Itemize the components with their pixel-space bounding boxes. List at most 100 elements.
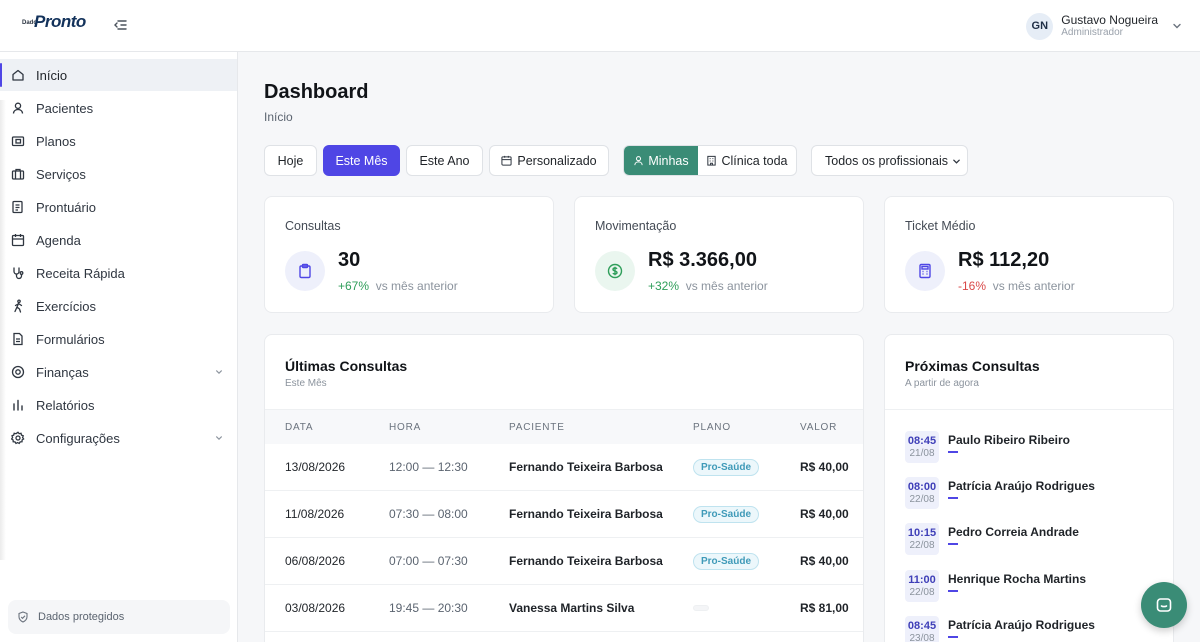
user-icon xyxy=(634,156,644,166)
form-icon xyxy=(13,332,23,346)
table-row[interactable]: 03/08/2026 19:45 — 20:30 Vanessa Martins… xyxy=(265,585,863,632)
column-header-data: DATA xyxy=(285,422,314,433)
kpi-value: 30 xyxy=(338,249,361,271)
user-menu[interactable]: GN Gustavo Nogueira Administrador xyxy=(1026,10,1182,42)
cell-value: R$ 40,00 xyxy=(800,460,849,474)
upcoming-item[interactable]: 08:45 21/08 Paulo Ribeiro Ribeiro xyxy=(905,431,1165,467)
kpi-change-suffix: vs mês anterior xyxy=(685,279,768,293)
sidebar-item-servicos[interactable]: Serviços xyxy=(0,158,237,190)
section-subtitle: Este Mês xyxy=(285,378,327,389)
sidebar-item-exercicios[interactable]: Exercícios xyxy=(0,290,237,322)
column-header-paciente: PACIENTE xyxy=(509,422,565,433)
sidebar-item-label: Formulários xyxy=(36,331,105,347)
cell-value: R$ 81,00 xyxy=(800,601,849,615)
sidebar-item-label: Configurações xyxy=(36,430,120,446)
plan-badge-empty xyxy=(693,605,709,611)
professional-select[interactable]: Todos os profissionais xyxy=(811,145,968,176)
cell-patient: Fernando Teixeira Barbosa xyxy=(509,554,663,568)
filter-label: Este Mês xyxy=(335,153,388,168)
app-logo[interactable]: Dado Pronto xyxy=(22,12,92,40)
kpi-icon-wrap xyxy=(905,251,945,291)
sidebar-item-relatorios[interactable]: Relatórios xyxy=(0,389,237,421)
sidebar-item-formularios[interactable]: Formulários xyxy=(0,323,237,355)
chevron-down-icon xyxy=(216,370,222,374)
filter-this-year-button[interactable]: Este Ano xyxy=(406,145,483,176)
upcoming-item[interactable]: 08:45 23/08 Patrícia Araújo Rodrigues xyxy=(905,616,1165,642)
kpi-label: Movimentação xyxy=(595,219,677,233)
kpi-change: +67% vs mês anterior xyxy=(338,279,458,293)
scope-label: Clínica toda xyxy=(721,153,788,168)
collapse-sidebar-icon[interactable] xyxy=(112,17,128,33)
kpi-icon-wrap xyxy=(595,251,635,291)
appt-time: 10:15 xyxy=(907,527,937,539)
sidebar-item-receita-rapida[interactable]: Receita Rápida xyxy=(0,257,237,289)
kpi-card-movimentacao: Movimentação R$ 3.366,00 +32% vs mês ant… xyxy=(574,196,864,313)
appt-patient: Patrícia Araújo Rodrigues xyxy=(948,618,1095,632)
appt-time: 08:45 xyxy=(907,435,937,447)
kpi-card-ticket-medio: Ticket Médio R$ 112,20 -16% vs mês anter… xyxy=(884,196,1174,313)
upcoming-item[interactable]: 10:15 22/08 Pedro Correia Andrade xyxy=(905,523,1165,559)
sidebar-item-prontuario[interactable]: Prontuário xyxy=(0,191,237,223)
kpi-change-suffix: vs mês anterior xyxy=(375,279,458,293)
appt-dash xyxy=(948,636,958,638)
recent-appointments-card: Últimas Consultas Este Mês DATA HORA PAC… xyxy=(264,334,864,642)
sidebar-item-agenda[interactable]: Agenda xyxy=(0,224,237,256)
appt-time: 08:00 xyxy=(907,481,937,493)
gear-icon xyxy=(11,431,25,445)
scope-clinic-button[interactable]: Clínica toda xyxy=(698,146,796,175)
kpi-icon-wrap xyxy=(285,251,325,291)
sidebar-item-configuracoes[interactable]: Configurações xyxy=(0,422,237,454)
appt-dash xyxy=(948,451,958,453)
section-subtitle: A partir de agora xyxy=(905,378,979,389)
table-row[interactable]: 13/08/2026 12:00 — 12:30 Fernando Teixei… xyxy=(265,444,863,491)
cell-time: 07:30 — 08:00 xyxy=(389,507,468,521)
data-protected-badge: Dados protegidos xyxy=(8,600,230,634)
sidebar-item-label: Receita Rápida xyxy=(36,265,125,281)
cell-date: 06/08/2026 xyxy=(285,554,346,568)
upcoming-item[interactable]: 11:00 22/08 Henrique Rocha Martins xyxy=(905,570,1165,606)
appt-patient: Pedro Correia Andrade xyxy=(948,525,1079,539)
sidebar-item-planos[interactable]: Planos xyxy=(0,125,237,157)
filter-this-month-button[interactable]: Este Mês xyxy=(323,145,400,176)
kpi-change-percent: -16% xyxy=(958,279,987,293)
cell-patient: Fernando Teixeira Barbosa xyxy=(509,507,663,521)
chat-icon xyxy=(1156,598,1172,612)
sidebar-item-financas[interactable]: Finanças xyxy=(0,356,237,388)
kpi-value: R$ 3.366,00 xyxy=(648,249,757,271)
time-badge: 10:15 22/08 xyxy=(905,523,939,555)
table-header: DATA HORA PACIENTE PLANO VALOR xyxy=(265,409,863,444)
filter-custom-button[interactable]: Personalizado xyxy=(489,145,609,176)
sidebar-item-label: Relatórios xyxy=(36,397,95,413)
chevron-down-icon xyxy=(216,436,222,440)
scope-mine-button[interactable]: Minhas xyxy=(624,146,698,175)
shield-icon xyxy=(18,611,28,623)
building-icon xyxy=(707,155,717,166)
record-file-icon xyxy=(12,200,23,214)
kpi-change-percent: +67% xyxy=(338,279,370,293)
chat-button[interactable] xyxy=(1141,582,1187,628)
sidebar-item-label: Pacientes xyxy=(36,100,94,116)
table-row[interactable]: 06/08/2026 07:00 — 07:30 Fernando Teixei… xyxy=(265,538,863,585)
appt-patient: Paulo Ribeiro Ribeiro xyxy=(948,433,1071,447)
column-header-plano: PLANO xyxy=(693,422,731,433)
user-icon xyxy=(12,102,24,114)
table-row[interactable]: 11/08/2026 07:30 — 08:00 Fernando Teixei… xyxy=(265,491,863,538)
cell-value: R$ 40,00 xyxy=(800,507,849,521)
filter-label: Hoje xyxy=(277,153,304,168)
appt-patient: Henrique Rocha Martins xyxy=(948,572,1087,586)
sidebar-item-pacientes[interactable]: Pacientes xyxy=(0,92,237,124)
sidebar-item-inicio[interactable]: Início xyxy=(0,59,237,91)
dollar-circle-icon xyxy=(607,263,623,279)
appt-date: 22/08 xyxy=(909,494,935,505)
appt-date: 21/08 xyxy=(909,448,935,459)
appt-patient: Patrícia Araújo Rodrigues xyxy=(948,479,1095,493)
kpi-change: +32% vs mês anterior xyxy=(648,279,768,293)
plan-badge: Pro-Saúde xyxy=(693,553,760,570)
breadcrumb[interactable]: Início xyxy=(264,110,293,124)
appt-date: 22/08 xyxy=(909,587,935,598)
filter-today-button[interactable]: Hoje xyxy=(264,145,317,176)
sidebar-item-label: Exercícios xyxy=(36,298,96,314)
cell-patient: Fernando Teixeira Barbosa xyxy=(509,460,663,474)
protected-label: Dados protegidos xyxy=(38,611,125,623)
upcoming-item[interactable]: 08:00 22/08 Patrícia Araújo Rodrigues xyxy=(905,477,1165,513)
